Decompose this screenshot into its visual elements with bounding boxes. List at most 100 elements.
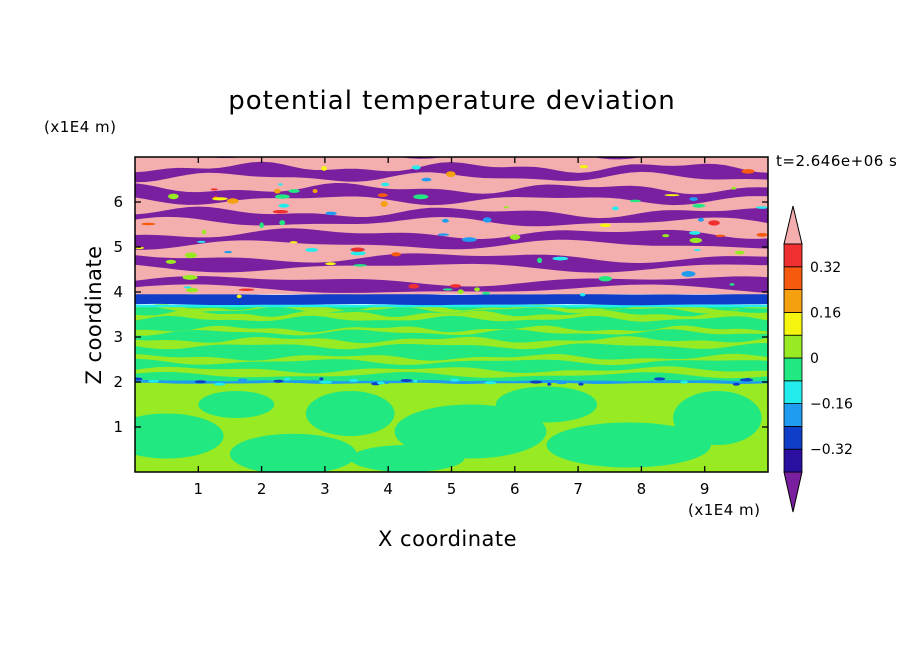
contour-speck <box>579 293 586 297</box>
contour-speck <box>288 189 300 193</box>
contour-band-z2 <box>135 380 768 384</box>
contour-blob <box>495 386 598 423</box>
contour-streak <box>135 366 768 379</box>
contour-speck <box>353 264 367 267</box>
contour-speck <box>413 194 429 200</box>
y-tick-label: 4 <box>113 283 123 301</box>
contour-speck <box>744 377 751 381</box>
contour-speck <box>689 237 703 243</box>
contour-speck <box>377 381 385 385</box>
y-tick-label: 1 <box>113 418 123 436</box>
contour-speck <box>689 231 701 235</box>
y-tick-label: 6 <box>113 193 123 211</box>
contour-stripe <box>135 183 768 206</box>
contour-speck <box>482 217 492 223</box>
contour-stripe <box>135 206 768 227</box>
contour-band-blue <box>135 293 768 306</box>
contour-blob <box>394 404 547 459</box>
contour-speck <box>279 220 286 226</box>
colorbar-label: −0.32 <box>810 442 853 458</box>
contour-speck <box>305 247 319 252</box>
contour-speck <box>450 284 462 288</box>
contour-speck <box>212 197 228 201</box>
contour-speck <box>325 211 337 216</box>
contour-speck <box>274 188 281 194</box>
contour-speck <box>442 288 453 291</box>
contour-speck <box>698 217 704 222</box>
contour-speck <box>599 223 612 228</box>
contour-speck <box>484 381 497 385</box>
contour-streak <box>135 353 768 366</box>
contour-speck <box>578 382 584 386</box>
contour-speck <box>278 183 283 186</box>
contour-speck <box>503 206 509 209</box>
x-tick-label: 2 <box>257 480 267 498</box>
x-tick-label: 7 <box>573 480 583 498</box>
contour-speck <box>579 165 588 169</box>
contour-speck <box>165 259 177 264</box>
contour-speck <box>731 186 737 190</box>
contour-speck <box>278 203 290 208</box>
contour-speck <box>186 287 199 293</box>
contour-speck <box>413 379 418 383</box>
contour-streak <box>135 325 768 336</box>
colorbar-label: 0.16 <box>810 305 841 321</box>
contour-speck <box>384 381 389 385</box>
contour-speck <box>408 284 420 289</box>
contour-band-cyan <box>135 304 768 308</box>
x-tick-label: 6 <box>510 480 520 498</box>
contour-blob <box>229 433 357 472</box>
y-axis-unit: (x1E4 m) <box>44 118 117 136</box>
contour-speck <box>547 382 552 386</box>
contour-field <box>135 157 768 472</box>
contour-speck <box>729 283 735 286</box>
contour-speck <box>474 287 480 292</box>
colorbar-label: −0.16 <box>810 397 853 413</box>
contour-speck <box>693 248 701 252</box>
contour-speck <box>350 247 365 252</box>
contour-speck <box>708 220 720 226</box>
contour-speck <box>481 291 491 295</box>
contour-speck <box>377 193 388 198</box>
contour-speck <box>321 166 327 171</box>
contour-speck <box>756 232 768 237</box>
contour-speck <box>272 209 289 214</box>
contour-streak <box>135 336 768 350</box>
contour-blob <box>673 391 762 445</box>
contour-speck <box>293 380 298 384</box>
contour-speck <box>273 379 284 383</box>
contour-speck <box>629 199 641 203</box>
contour-speck <box>183 286 192 289</box>
contour-speck <box>457 289 464 295</box>
contour-speck <box>734 250 745 255</box>
contour-speck <box>210 188 218 191</box>
contour-speck <box>689 197 698 201</box>
contour-speck <box>441 218 449 223</box>
colorbar-extend-high <box>783 205 803 245</box>
colorbar-bin <box>783 289 803 313</box>
contour-speck <box>141 222 156 226</box>
contour-speck <box>755 206 768 209</box>
contour-speck <box>325 262 336 266</box>
contour-speck <box>449 378 460 382</box>
contour-streak <box>135 303 768 314</box>
contour-speck <box>381 182 390 187</box>
contour-speck <box>446 171 456 178</box>
contour-speck <box>148 379 160 383</box>
contour-stripe <box>208 157 643 160</box>
contour-speck <box>168 193 179 200</box>
colorbar-bin <box>783 243 803 268</box>
contour-speck <box>213 382 226 386</box>
contour-speck <box>598 275 612 282</box>
contour-speck <box>411 165 421 170</box>
contour-speck <box>653 377 666 381</box>
y-axis-ticks: 1 2 3 4 5 6 <box>113 193 768 436</box>
contour-speck <box>692 203 706 208</box>
x-tick-label: 8 <box>637 480 647 498</box>
colorbar-label: 0.32 <box>810 260 841 276</box>
colorbar-bin <box>783 380 803 404</box>
contour-speck <box>509 234 521 240</box>
x-axis-unit: (x1E4 m) <box>688 501 761 519</box>
contour-speck <box>461 237 477 242</box>
